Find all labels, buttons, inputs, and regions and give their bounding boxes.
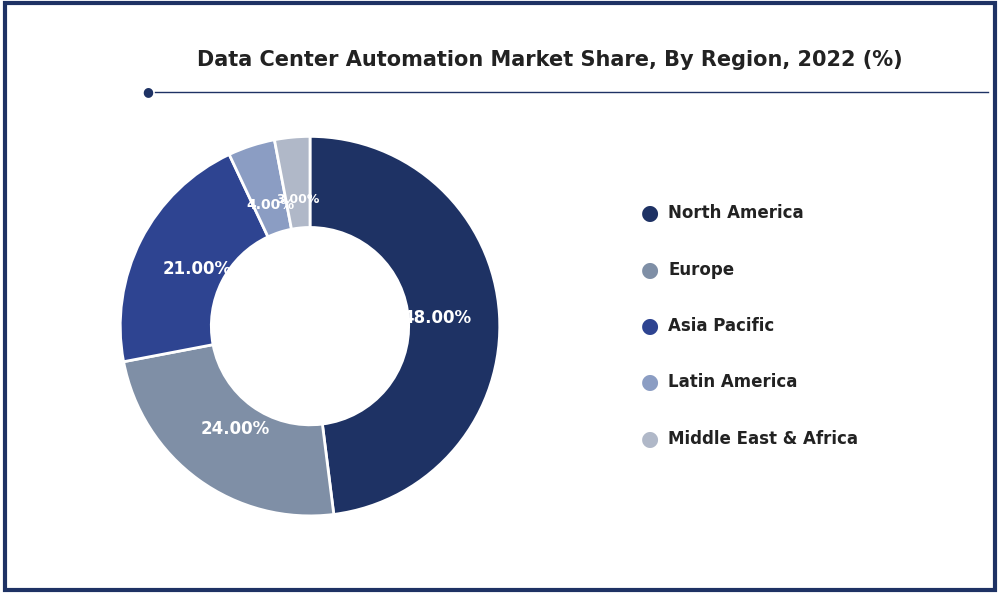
Text: Asia Pacific: Asia Pacific (668, 317, 774, 335)
Text: Europe: Europe (668, 261, 734, 279)
Text: 48.00%: 48.00% (402, 309, 471, 327)
Text: PRECEDENCE: PRECEDENCE (31, 44, 97, 53)
Text: North America: North America (668, 205, 804, 222)
Text: 3.00%: 3.00% (276, 193, 320, 206)
Text: Middle East & Africa: Middle East & Africa (668, 430, 858, 448)
Text: ●: ● (641, 372, 659, 393)
Text: ●: ● (641, 429, 659, 449)
Text: Data Center Automation Market Share, By Region, 2022 (%): Data Center Automation Market Share, By … (197, 50, 903, 71)
Text: Latin America: Latin America (668, 374, 797, 391)
Wedge shape (229, 140, 292, 237)
Wedge shape (124, 345, 334, 516)
Text: ●: ● (641, 203, 659, 224)
Text: ●: ● (143, 85, 153, 98)
Text: ●: ● (641, 260, 659, 280)
Text: ●: ● (641, 316, 659, 336)
Text: RESEARCH: RESEARCH (37, 83, 91, 92)
Text: 24.00%: 24.00% (201, 420, 270, 438)
Wedge shape (120, 154, 268, 362)
Text: 4.00%: 4.00% (247, 199, 295, 212)
Wedge shape (274, 136, 310, 229)
Wedge shape (310, 136, 500, 514)
Text: 21.00%: 21.00% (162, 260, 231, 278)
